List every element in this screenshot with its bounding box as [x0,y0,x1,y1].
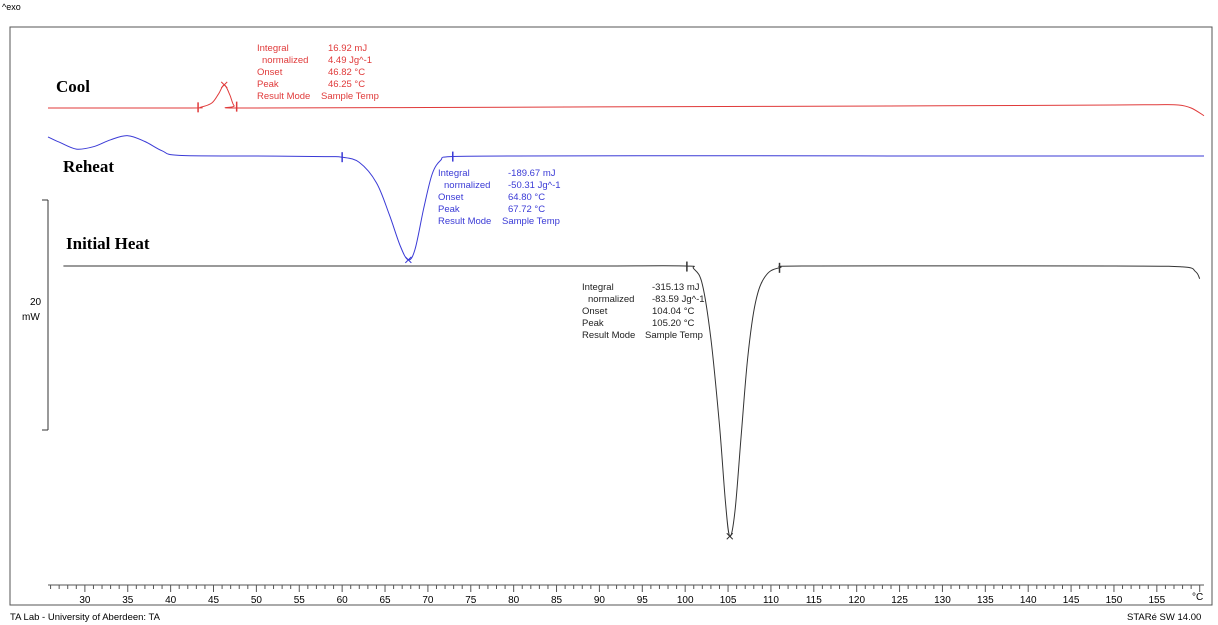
annotation-initial-mode-value: Sample Temp [645,330,703,341]
footer-left-text: TA Lab - University of Aberdeen: TA [10,612,160,623]
x-tick-label: 40 [165,595,177,606]
scale-bar-value: 20 [30,297,42,308]
annotation-cool-integral-value: 16.92 mJ [328,43,367,54]
annotation-cool-mode-label: Result Mode [257,91,310,102]
annotation-cool-peak-label: Peak [257,79,279,90]
scale-bar: 20 mW [22,199,49,431]
annotation-reheat-mode-label: Result Mode [438,216,491,227]
annotation-reheat-integral-value: -189.67 mJ [508,168,556,179]
annotation-reheat-peak-label: Peak [438,204,460,215]
x-tick-label: 55 [294,595,306,606]
x-tick-label: 145 [1063,595,1080,606]
x-axis-ticks [50,585,1201,592]
annotation-reheat-normalized-label: normalized [444,180,490,191]
x-tick-label: 65 [379,595,391,606]
series-line-initial-heat [63,265,1201,537]
x-tick-label: 120 [848,595,865,606]
x-tick-label: 135 [977,595,994,606]
integration-markers [197,81,781,540]
annotation-cool-normalized-value: 4.49 Jg^-1 [328,55,372,66]
scale-bar-unit: mW [22,312,40,323]
series-label-initial-heat: Initial Heat [66,234,150,253]
annotation-reheat-normalized-value: -50.31 Jg^-1 [508,180,561,191]
x-tick-label: 30 [79,595,91,606]
annotation-initial-peak-label: Peak [582,318,604,329]
series-label-cool: Cool [56,77,90,96]
plot-frame [9,26,1213,606]
x-tick-label: 60 [337,595,349,606]
x-tick-label: 140 [1020,595,1037,606]
footer-right-text: STARé SW 14.00 [1127,612,1202,623]
x-tick-label: 50 [251,595,263,606]
annotation-initial-onset-label: Onset [582,306,608,317]
peak-marker [404,256,412,264]
annotation-initial-heat: Integral -315.13 mJ normalized -83.59 Jg… [582,282,705,341]
annotation-initial-peak-value: 105.20 °C [652,318,694,329]
annotation-cool-mode-value: Sample Temp [321,91,379,102]
annotation-cool-onset-value: 46.82 °C [328,67,365,78]
annotation-initial-normalized-label: normalized [588,294,634,305]
x-axis-tick-labels: 30 35 40 45 50 55 60 65 70 75 80 85 90 95 100 105 110 115… [79,595,1165,606]
x-tick-label: 155 [1148,595,1165,606]
series-line-cool [47,84,1205,117]
x-axis-unit: °C [1192,592,1203,603]
annotation-cool-integral-label: Integral [257,43,289,54]
exo-direction-label: ^exo [2,2,21,12]
x-tick-label: 110 [763,595,779,606]
x-tick-label: 150 [1106,595,1123,606]
annotation-cool: Integral 16.92 mJ normalized 4.49 Jg^-1 … [257,43,379,102]
x-tick-label: 130 [934,595,951,606]
annotation-reheat-peak-value: 67.72 °C [508,204,545,215]
annotation-initial-onset-value: 104.04 °C [652,306,694,317]
annotation-reheat-onset-label: Onset [438,192,464,203]
x-tick-label: 105 [720,595,737,606]
annotation-initial-integral-value: -315.13 mJ [652,282,700,293]
peak-marker [220,81,228,89]
annotation-initial-normalized-value: -83.59 Jg^-1 [652,294,705,305]
x-tick-label: 35 [122,595,134,606]
x-tick-label: 115 [806,595,822,606]
x-tick-label: 95 [637,595,649,606]
annotation-reheat-mode-value: Sample Temp [502,216,560,227]
x-tick-label: 80 [508,595,520,606]
x-tick-label: 85 [551,595,563,606]
series-label-reheat: Reheat [63,157,114,176]
annotation-reheat-onset-value: 64.80 °C [508,192,545,203]
x-tick-label: 75 [465,595,477,606]
annotation-reheat-integral-label: Integral [438,168,470,179]
annotation-initial-integral-label: Integral [582,282,614,293]
x-tick-label: 45 [208,595,220,606]
annotation-cool-normalized-label: normalized [262,55,308,66]
x-tick-label: 125 [891,595,908,606]
annotation-cool-onset-label: Onset [257,67,283,78]
x-tick-label: 70 [422,595,434,606]
series-line-reheat [47,135,1205,261]
annotation-reheat: Integral -189.67 mJ normalized -50.31 Jg… [438,168,561,227]
x-tick-label: 90 [594,595,606,606]
x-tick-label: 100 [677,595,694,606]
peak-marker [726,532,734,540]
annotation-cool-peak-value: 46.25 °C [328,79,365,90]
annotation-initial-mode-label: Result Mode [582,330,635,341]
